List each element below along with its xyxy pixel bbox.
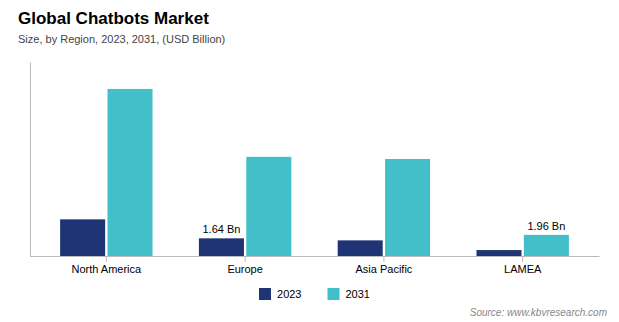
legend-swatch: [259, 288, 271, 300]
x-axis: North America Europe Asia Pacific LAMEA: [31, 256, 600, 275]
bar: [108, 89, 153, 256]
x-tick: Asia Pacific: [355, 256, 412, 275]
x-tick-mark: [383, 256, 384, 262]
bar: [199, 238, 244, 256]
y-axis-line: [30, 63, 31, 257]
x-tick-label: North America: [71, 263, 142, 275]
x-tick: Europe: [227, 256, 262, 275]
annotation: 1.64 Bn: [202, 223, 240, 235]
x-tick-mark: [245, 256, 246, 262]
bar: [385, 159, 430, 256]
bar: [246, 157, 291, 256]
bar: [524, 235, 569, 256]
legend-item: 2031: [328, 288, 370, 300]
bar: [338, 240, 383, 256]
title: Global Chatbots Market: [18, 9, 209, 28]
bar: [476, 250, 521, 256]
x-tick: LAMEA: [504, 256, 542, 275]
y-axis: [30, 63, 31, 257]
legend-item: 2023: [259, 288, 301, 300]
subtitle: Size, by Region, 2023, 2031, (USD Billio…: [18, 33, 225, 45]
x-tick-label: Europe: [227, 263, 262, 275]
annotation: 1.96 Bn: [527, 220, 565, 232]
chart-root: Global Chatbots Market Size, by Region, 2…: [0, 0, 619, 322]
plot: North America Europe Asia Pacific LAMEA 1.64…: [31, 63, 600, 275]
x-tick-mark: [106, 256, 107, 262]
x-tick: North America: [71, 256, 142, 275]
x-tick-label: LAMEA: [504, 263, 542, 275]
x-tick-label: Asia Pacific: [355, 263, 412, 275]
legend-label: 2023: [277, 288, 301, 300]
x-axis-line: [31, 256, 600, 257]
bars: [60, 89, 569, 256]
legend-swatch: [328, 288, 340, 300]
series-group: [108, 89, 569, 256]
legend: 2023 2031: [259, 288, 370, 300]
bar: [60, 219, 105, 256]
source: Source: www.kbvresearch.com: [470, 307, 607, 318]
x-tick-mark: [522, 256, 523, 262]
legend-label: 2031: [346, 288, 370, 300]
